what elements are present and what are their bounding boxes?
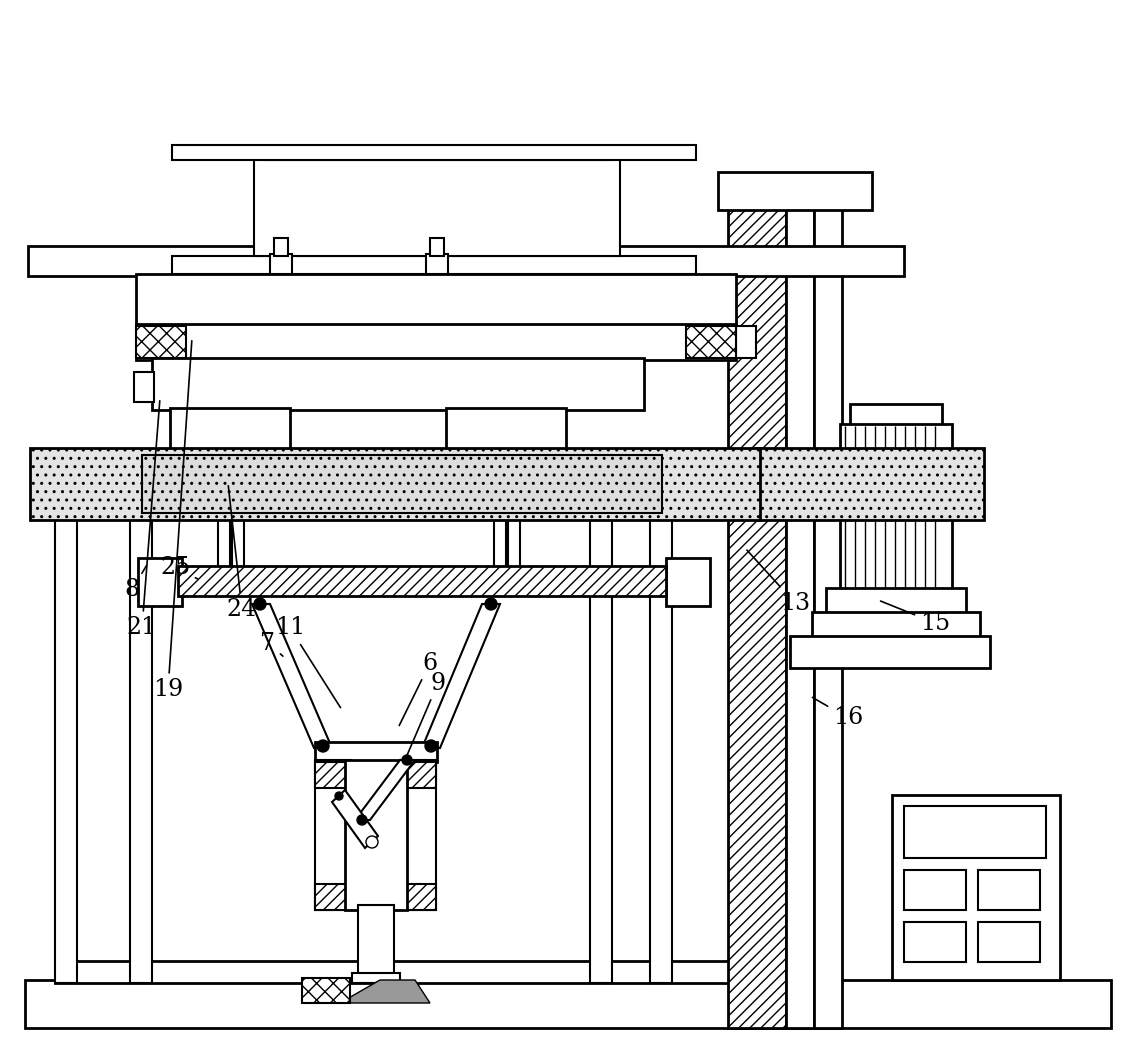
Circle shape — [402, 755, 412, 765]
Circle shape — [425, 740, 437, 752]
Bar — [650, 493, 673, 983]
Bar — [471, 474, 541, 488]
Polygon shape — [252, 604, 332, 748]
Bar — [790, 636, 989, 668]
Bar — [345, 760, 407, 910]
Bar — [172, 145, 696, 160]
Bar — [892, 795, 1060, 980]
Text: 13: 13 — [746, 550, 810, 615]
Bar — [400, 762, 436, 788]
Bar — [478, 486, 534, 503]
Bar — [590, 493, 612, 983]
Bar — [232, 516, 244, 578]
Bar — [431, 238, 444, 256]
Bar — [134, 372, 154, 402]
Text: 15: 15 — [880, 601, 950, 635]
Polygon shape — [340, 980, 431, 1003]
Text: 25: 25 — [160, 557, 198, 580]
Bar — [136, 326, 186, 358]
Bar — [815, 208, 842, 1028]
Bar — [826, 588, 966, 614]
Bar — [315, 884, 351, 910]
Bar — [25, 980, 1111, 1028]
Polygon shape — [332, 790, 378, 849]
Text: 24: 24 — [227, 486, 257, 621]
Bar — [170, 408, 290, 476]
Text: 16: 16 — [812, 697, 863, 730]
Circle shape — [357, 815, 367, 825]
Polygon shape — [354, 760, 415, 820]
Bar — [666, 558, 710, 606]
Text: 8: 8 — [125, 565, 147, 602]
Text: 9: 9 — [406, 672, 445, 758]
Text: 21: 21 — [127, 401, 160, 639]
Text: 6: 6 — [399, 652, 437, 726]
Bar — [178, 566, 666, 596]
Bar — [137, 558, 182, 606]
Bar — [30, 448, 760, 519]
Bar — [315, 760, 351, 910]
Bar — [136, 324, 736, 360]
Bar — [978, 870, 1039, 910]
Bar — [254, 158, 620, 256]
Circle shape — [485, 598, 498, 610]
Bar — [352, 973, 400, 983]
Bar — [142, 455, 662, 513]
Bar — [55, 493, 77, 983]
Bar — [850, 404, 942, 426]
Bar — [195, 474, 265, 488]
Bar — [358, 905, 394, 980]
Bar — [446, 408, 566, 476]
Bar — [686, 326, 736, 358]
Bar — [270, 254, 292, 274]
Circle shape — [366, 836, 378, 849]
Bar — [904, 922, 966, 962]
Polygon shape — [218, 578, 244, 596]
Text: 19: 19 — [153, 341, 192, 701]
Circle shape — [335, 792, 343, 800]
Bar — [136, 274, 736, 326]
Bar — [315, 762, 351, 788]
Bar — [218, 516, 229, 578]
Bar — [207, 501, 253, 518]
Bar — [718, 172, 872, 209]
Bar — [840, 424, 952, 590]
Bar — [508, 516, 520, 578]
Bar — [904, 806, 1046, 858]
Bar — [755, 448, 984, 519]
Bar — [904, 870, 966, 910]
Bar — [152, 358, 644, 411]
Bar — [55, 961, 735, 983]
Bar — [494, 516, 506, 578]
Bar — [400, 884, 436, 910]
Bar — [426, 254, 448, 274]
Bar — [483, 501, 529, 518]
Bar — [786, 208, 815, 1028]
Bar — [172, 256, 696, 274]
Bar — [130, 493, 152, 983]
Bar — [315, 742, 437, 762]
Bar — [274, 238, 289, 256]
Circle shape — [317, 740, 329, 752]
Polygon shape — [494, 578, 520, 596]
Bar — [302, 978, 350, 1003]
Bar — [812, 612, 980, 638]
Text: 11: 11 — [275, 617, 341, 708]
Text: 7: 7 — [260, 632, 283, 656]
Circle shape — [254, 598, 266, 610]
Bar — [736, 326, 755, 358]
Polygon shape — [421, 604, 500, 748]
Bar — [978, 922, 1039, 962]
Bar — [728, 208, 786, 1028]
Bar — [202, 486, 258, 503]
Bar — [400, 760, 436, 910]
Bar — [28, 247, 904, 276]
Bar — [264, 152, 610, 160]
